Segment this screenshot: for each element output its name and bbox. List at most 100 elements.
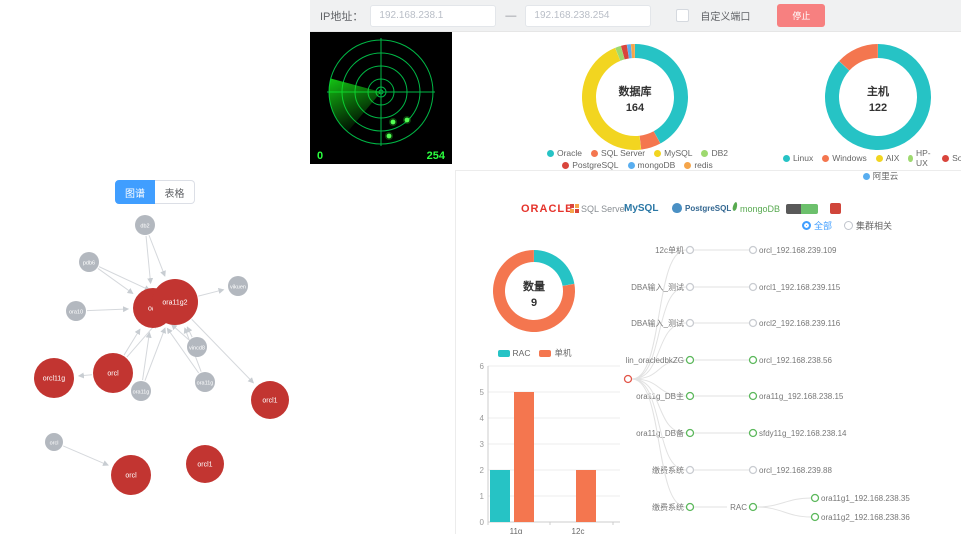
legend-label: SQL Server [601,148,646,158]
horizontal-divider [455,170,961,171]
sqlserver-logo: SQL Server [581,204,628,214]
svg-text:ora11g2: ora11g2 [162,300,187,307]
tree-leaf-node[interactable] [810,512,820,522]
tree-leaf-node[interactable] [748,355,758,365]
tab-graph[interactable]: 图谱 [115,180,155,204]
filter-option-cluster[interactable]: 集群相关 [844,219,892,232]
graph-node-ora11g[interactable]: ora11g [131,381,151,401]
donut-slice-MySQL [582,47,642,151]
tree-leaf-label: ora11g2_192.168.238.36 [821,513,910,522]
svg-text:ora11g: ora11g [133,390,150,396]
graph-node-orcl[interactable]: orcl [45,433,63,451]
svg-text:1: 1 [480,492,485,501]
graph-node-db2[interactable]: db2 [135,215,155,235]
bar-单机-11g [514,392,534,522]
radar-panel: 0 254 [310,32,452,164]
legend-marker [497,349,510,357]
graph-node-ora10[interactable]: ora10 [66,301,86,321]
tree-branch-node[interactable] [685,355,695,365]
legend-label: DB2 [711,148,729,158]
legend-item-Linux[interactable]: Linux [782,148,813,168]
tree-mid-node[interactable] [748,502,758,512]
donut-slice-PostgreSQL [620,44,629,60]
graph-node-orcl[interactable]: orcl [111,455,151,495]
graph-node-ora11g[interactable]: ora11g [195,372,215,392]
tab-table[interactable]: 表格 [155,180,195,204]
svg-text:orcl: orcl [50,441,59,447]
custom-port-label: 自定义端口 [700,12,751,23]
legend-marker [654,149,662,157]
filter-option-all[interactable]: 全部 [802,219,832,232]
graph-node-ora11g2[interactable]: ora11g2 [152,279,198,325]
legend-item-DB2[interactable]: DB2 [701,148,728,158]
tree-branch-label: 缴费系统 [652,502,684,512]
tree-leaf-node[interactable] [748,391,758,401]
legend-item-阿里云[interactable]: 阿里云 [862,170,899,182]
custom-port-checkbox[interactable] [676,9,690,22]
tree-leaf-node[interactable] [748,428,758,438]
legend-item-AIX[interactable]: AIX [875,148,899,168]
graph-node-vincd8[interactable]: vincd8 [187,337,207,357]
svg-text:6: 6 [480,362,485,371]
graph-node-orcl[interactable]: orcl [93,353,133,393]
tree-leaf-node[interactable] [748,282,758,292]
svg-text:3: 3 [480,440,485,449]
tree-branch-node[interactable] [685,282,695,292]
tree-branch-label: DBA输入_测试 [631,282,684,292]
donut-slice-SQL Server [639,131,661,150]
graph-node-orcl11g[interactable]: orcl11g [34,358,74,398]
svg-text:ora11g: ora11g [197,381,214,387]
legend-item-Windows[interactable]: Windows [822,148,867,168]
donut-slice-Windows [839,44,878,71]
postgresql-logo: PostgreSQL [685,204,732,213]
tree-leaf-label: ora11g_192.168.238.15 [759,392,844,401]
legend-marker [782,154,790,162]
redis-icon [830,203,841,214]
graph-node-orcl1[interactable]: orcl1 [186,445,224,483]
tree-leaf-node[interactable] [748,465,758,475]
graph-node-orcl1[interactable]: orcl1 [251,381,289,419]
stop-scan-button[interactable]: 停止 [777,4,826,27]
ip-range-label: IP地址： [320,10,364,23]
legend-item-SQL Server[interactable]: SQL Server [591,148,645,158]
legend-item-PostgreSQL[interactable]: PostgreSQL [562,160,619,170]
tree-leaf-node[interactable] [810,493,820,503]
legend-item-Solaris[interactable]: Solaris [942,148,961,168]
donut-slice-DB2 [615,45,625,61]
ip-end-input[interactable] [525,4,652,27]
legend-item-单机[interactable]: 单机 [539,347,571,359]
graph-node-vikuen[interactable]: vikuen [228,276,248,296]
donut-slice-RAC [534,250,575,286]
tree-branch-node[interactable] [685,391,695,401]
legend-item-mongoDB[interactable]: mongoDB [627,160,676,170]
tree-branch-node[interactable] [685,502,695,512]
ip-start-input[interactable] [370,4,497,27]
tree-branch-node[interactable] [685,465,695,475]
legend-item-HP-UX[interactable]: HP-UX [908,148,933,168]
legend-label: 阿里云 [872,171,899,181]
legend-item-RAC[interactable]: RAC [497,347,530,359]
tree-root-node[interactable] [623,374,633,384]
legend-label: PostgreSQL [572,160,619,170]
tree-branch-node[interactable] [685,245,695,255]
database-donut-legend: Oracle SQL Server MySQL DB2 PostgreSQL mongoD… [540,148,735,170]
oracle-logo: ORACLE [521,203,574,215]
bar-category-label: 11g [510,527,523,534]
tree-branch-node[interactable] [685,318,695,328]
view-tabs: 图谱 表格 [115,180,195,204]
legend-item-redis[interactable]: redis [684,160,713,170]
legend-row: Oracle SQL Server MySQL DB2 [546,148,728,158]
radar-min-label: 0 [317,150,323,162]
tree-leaf-label: orcl_192.168.238.56 [759,356,833,365]
tree-leaf-node[interactable] [748,245,758,255]
legend-item-Oracle[interactable]: Oracle [546,148,582,158]
graph-node-pdb6[interactable]: pdb6 [79,252,99,272]
tree-leaf-node[interactable] [748,318,758,328]
svg-text:ora10: ora10 [69,310,83,316]
database-donut-chart [582,44,688,151]
legend-label: mongoDB [637,160,676,170]
mysql-logo: MySQL [624,203,659,214]
legend-marker [942,154,950,162]
tree-branch-node[interactable] [685,428,695,438]
legend-item-MySQL[interactable]: MySQL [654,148,692,158]
